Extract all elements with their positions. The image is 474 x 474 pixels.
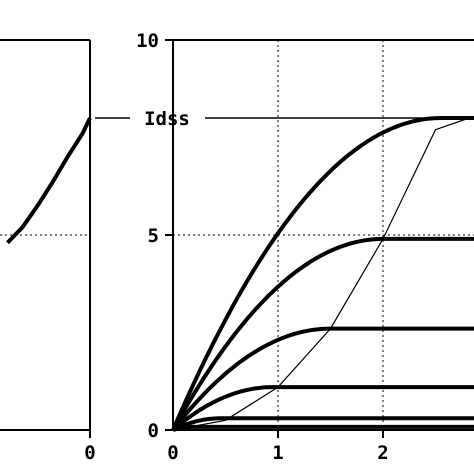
output-curve — [171, 326, 474, 432]
left-x-tick-label: 0 — [84, 442, 95, 464]
right-y-tick-label: 5 — [148, 225, 159, 247]
right-grid — [173, 40, 474, 430]
right-panel: 0 5 10 0 1 2 Idss — [95, 30, 474, 464]
right-x-tick-label: 0 — [167, 442, 178, 464]
right-annotation: Idss — [95, 108, 474, 130]
right-ticks: 0 5 10 0 1 2 — [136, 30, 389, 464]
right-x-tick-label: 1 — [272, 442, 283, 464]
transfer-curve — [6, 117, 92, 245]
idss-label: Idss — [144, 108, 190, 130]
left-series — [6, 117, 92, 245]
left-ticks: 0 — [84, 442, 95, 464]
output-curve — [171, 236, 474, 431]
right-frame — [165, 39, 474, 438]
pinchoff-locus — [172, 117, 470, 431]
right-y-tick-label: 0 — [148, 420, 159, 442]
right-y-tick-label: 10 — [136, 30, 159, 52]
output-curve — [171, 385, 474, 432]
left-frame — [0, 39, 91, 438]
left-panel: 0 — [0, 39, 96, 464]
right-x-tick-label: 2 — [377, 442, 388, 464]
output-curve — [171, 116, 474, 431]
right-curves — [171, 116, 474, 432]
